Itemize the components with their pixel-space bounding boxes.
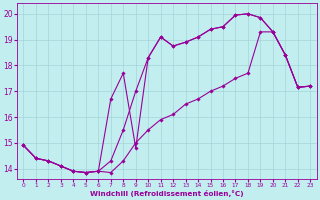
- X-axis label: Windchill (Refroidissement éolien,°C): Windchill (Refroidissement éolien,°C): [90, 190, 244, 197]
